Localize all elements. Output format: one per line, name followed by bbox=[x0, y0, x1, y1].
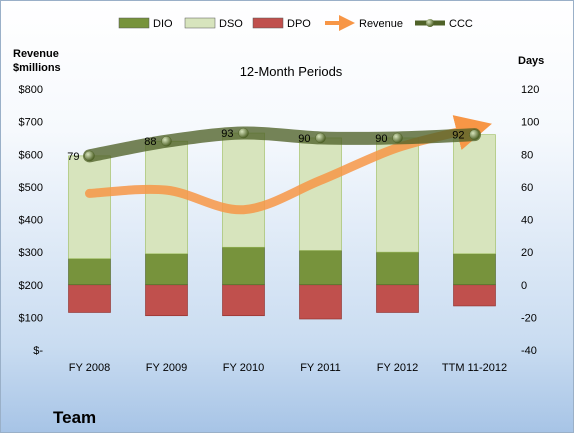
bar-dpo bbox=[299, 284, 342, 320]
ccc-point bbox=[161, 135, 172, 147]
y-right-tick-label: 20 bbox=[521, 247, 533, 259]
y-right-tick-label: 0 bbox=[521, 280, 527, 292]
x-tick-label: FY 2010 bbox=[223, 362, 264, 374]
ccc-data-label: 79 bbox=[67, 151, 79, 163]
bar-dpo bbox=[376, 284, 419, 313]
x-axis: FY 2008 FY 2009 FY 2010 FY 2011 FY 2012 TTM 1… bbox=[69, 362, 507, 374]
y-left-tick-label: $- bbox=[33, 345, 43, 357]
bar-dso bbox=[68, 155, 111, 259]
y-left-tick-label: $200 bbox=[19, 280, 43, 292]
y-left-tick-label: $700 bbox=[19, 117, 43, 129]
ccc-line bbox=[83, 126, 481, 163]
y-left-tick-label: $800 bbox=[19, 84, 43, 96]
y-left-tick-label: $500 bbox=[19, 182, 43, 194]
bar-dio bbox=[453, 253, 496, 286]
bar-dio bbox=[145, 253, 188, 286]
bar-dio bbox=[222, 246, 265, 286]
bar-dpo bbox=[145, 284, 188, 317]
ccc-data-label: 90 bbox=[298, 133, 310, 145]
team-footer: Team bbox=[53, 408, 96, 427]
legend-label-ccc: CCC bbox=[449, 18, 473, 30]
bar-dso bbox=[453, 134, 496, 255]
y-right-tick-label: -20 bbox=[521, 312, 537, 324]
ccc-point bbox=[84, 150, 95, 162]
ccc-data-label: 92 bbox=[452, 130, 464, 142]
y-left-axis: $- $100 $200 $300 $400 $500 $600 $700 $800 bbox=[19, 84, 44, 357]
y-left-tick-label: $100 bbox=[19, 312, 43, 324]
y-left-tick-label: $300 bbox=[19, 247, 43, 259]
ccc-point bbox=[238, 127, 249, 139]
ccc-data-label: 93 bbox=[221, 128, 233, 140]
line-series: 79 88 93 90 90 92 bbox=[67, 115, 492, 215]
y-right-axis: -40 -20 0 20 40 60 80 100 120 bbox=[521, 84, 539, 357]
x-tick-label: TTM 11-2012 bbox=[442, 362, 507, 374]
chart-legend: DIO DSO DPO Revenue CCC bbox=[118, 15, 473, 31]
y-right-tick-label: 100 bbox=[521, 117, 539, 129]
legend-label-revenue: Revenue bbox=[359, 18, 403, 30]
x-tick-label: FY 2012 bbox=[377, 362, 418, 374]
x-tick-label: FY 2009 bbox=[146, 362, 187, 374]
bar-dso bbox=[299, 137, 342, 251]
bar-dpo bbox=[222, 284, 265, 317]
y-right-tick-label: -40 bbox=[521, 345, 537, 357]
x-tick-label: FY 2011 bbox=[300, 362, 341, 374]
bar-series bbox=[68, 132, 496, 320]
bar-dso bbox=[222, 132, 265, 248]
ccc-point bbox=[315, 132, 326, 144]
bar-dio bbox=[376, 251, 419, 286]
ccc-point bbox=[392, 132, 403, 144]
legend-label-dio: DIO bbox=[153, 18, 173, 30]
ccc-data-label: 90 bbox=[375, 133, 387, 145]
bar-dpo bbox=[453, 284, 496, 307]
y-left-title-line1: Revenue bbox=[13, 48, 59, 60]
bar-dpo bbox=[68, 284, 111, 313]
legend-label-dpo: DPO bbox=[287, 18, 311, 30]
y-left-title-line2: $millions bbox=[13, 62, 61, 74]
ccc-point bbox=[469, 129, 480, 140]
y-right-title: Days bbox=[518, 55, 544, 67]
bar-dio bbox=[299, 250, 342, 286]
revenue-line bbox=[85, 115, 492, 215]
chart-title: 12-Month Periods bbox=[240, 64, 343, 79]
y-right-tick-label: 80 bbox=[521, 149, 533, 161]
x-tick-label: FY 2008 bbox=[69, 362, 110, 374]
y-left-tick-label: $400 bbox=[19, 215, 43, 227]
legend-swatch-dio bbox=[118, 17, 150, 29]
y-right-tick-label: 40 bbox=[521, 215, 533, 227]
ccc-data-label: 88 bbox=[144, 136, 156, 148]
legend-label-dso: DSO bbox=[219, 18, 243, 30]
legend-swatch-dpo bbox=[252, 17, 284, 29]
y-right-tick-label: 60 bbox=[521, 182, 533, 194]
y-left-tick-label: $600 bbox=[19, 149, 43, 161]
legend-marker-ccc bbox=[426, 19, 434, 27]
legend-swatch-dso bbox=[184, 17, 216, 29]
bar-dio bbox=[68, 258, 111, 286]
y-right-tick-label: 120 bbox=[521, 84, 539, 96]
